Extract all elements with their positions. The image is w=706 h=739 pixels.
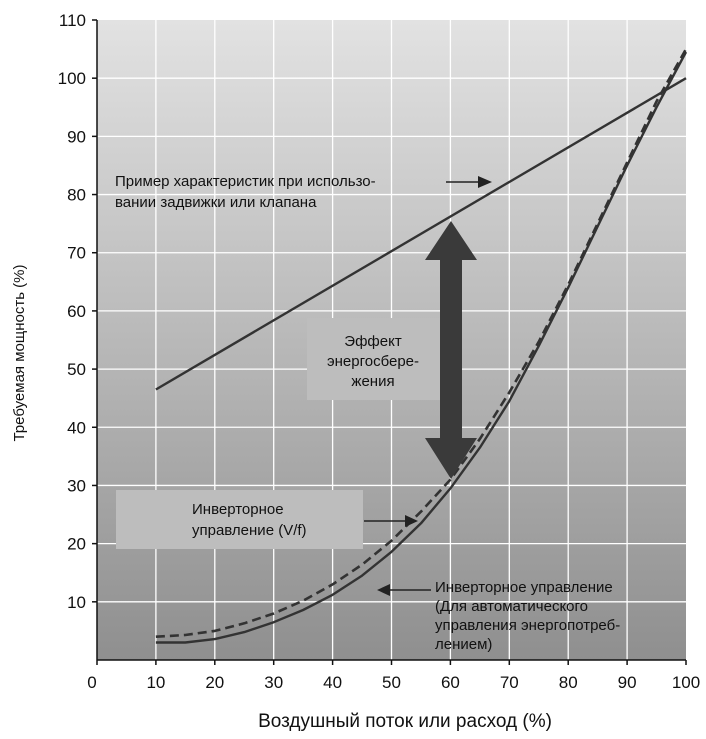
vf-label-box <box>116 490 363 549</box>
auto-annotation-line: Инверторное управление <box>435 579 613 596</box>
x-tick-label: 30 <box>264 673 283 692</box>
y-tick-label: 10 <box>67 593 86 612</box>
y-tick-label: 100 <box>58 69 86 88</box>
x-tick-label: 100 <box>672 673 700 692</box>
series-lines <box>155 48 688 644</box>
auto-annotation-line: лением) <box>435 636 492 653</box>
x-tick-label: 70 <box>500 673 519 692</box>
x-tick-label: 0 <box>87 673 96 692</box>
vf-annotation-line: Инверторное <box>192 501 284 518</box>
energy-saving-double-arrow <box>425 221 477 479</box>
y-axis-label: Требуемая мощность (%) <box>11 264 28 441</box>
auto-annotation-line: (Для автоматического <box>435 598 588 615</box>
valve-annotation-line: вании задвижки или клапана <box>115 194 317 211</box>
annotations: Пример характеристик при использо-вании … <box>115 173 620 653</box>
y-tick-label: 90 <box>67 127 86 146</box>
tick-labels: 10 20 30 40 50 60 70 80 90 100 110 0 10 20 30 40 50 60 70 8… <box>58 11 701 692</box>
series-line-dashed <box>155 48 688 638</box>
x-tick-label: 40 <box>323 673 342 692</box>
saving-annotation-line: энергосбере- <box>327 353 419 370</box>
valve-annotation-line: Пример характеристик при использо- <box>115 173 376 190</box>
x-tick-label: 20 <box>205 673 224 692</box>
vf-pointer-arrow-head <box>405 515 418 527</box>
auto-pointer-arrow-head <box>377 584 390 596</box>
x-tick-label: 50 <box>382 673 401 692</box>
saving-annotation-line: жения <box>351 373 394 390</box>
y-tick-label: 80 <box>67 186 86 205</box>
series-line-solid-curve <box>155 51 688 644</box>
annotation-arrows <box>364 176 492 596</box>
y-tick-label: 30 <box>67 476 86 495</box>
series-line-solid-straight <box>155 77 687 391</box>
x-tick-label: 80 <box>559 673 578 692</box>
valve-pointer-arrow-head <box>478 176 492 188</box>
x-tick-label: 90 <box>618 673 637 692</box>
y-tick-label: 60 <box>67 302 86 321</box>
auto-annotation-line: управления энергопотреб- <box>435 617 620 634</box>
x-axis-label: Воздушный поток или расход (%) <box>258 711 552 732</box>
y-tick-label: 20 <box>67 535 86 554</box>
x-tick-label: 10 <box>146 673 165 692</box>
x-tick-label: 60 <box>441 673 460 692</box>
vf-annotation-line: управление (V/f) <box>192 522 307 539</box>
y-tick-label: 40 <box>67 418 86 437</box>
axes <box>92 19 687 665</box>
label-boxes <box>116 318 440 549</box>
y-tick-label: 70 <box>67 244 86 263</box>
saving-label-box <box>307 318 440 400</box>
y-tick-label: 110 <box>59 11 86 30</box>
y-tick-label: 50 <box>67 360 86 379</box>
saving-annotation-line: Эффект <box>344 333 402 350</box>
